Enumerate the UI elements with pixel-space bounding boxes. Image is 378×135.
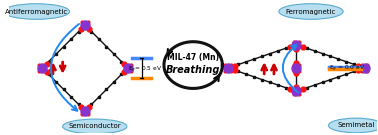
Text: MIL-47 (Mn): MIL-47 (Mn) <box>167 53 219 62</box>
Text: E$_g$= 0.5 eV: E$_g$= 0.5 eV <box>128 65 162 75</box>
Text: Breathing: Breathing <box>166 65 220 75</box>
Text: Ferromagnetic: Ferromagnetic <box>286 9 336 14</box>
FancyArrowPatch shape <box>51 24 79 111</box>
Text: Antiferromagnetic: Antiferromagnetic <box>5 9 68 14</box>
Ellipse shape <box>328 118 378 133</box>
Text: E$_g$ = 0.0 eV: E$_g$ = 0.0 eV <box>330 64 366 74</box>
Ellipse shape <box>279 4 343 19</box>
Ellipse shape <box>3 4 70 19</box>
Text: Semimetal: Semimetal <box>337 122 375 128</box>
Ellipse shape <box>63 119 127 134</box>
FancyArrowPatch shape <box>283 45 298 93</box>
Text: Semiconductor: Semiconductor <box>68 123 121 129</box>
